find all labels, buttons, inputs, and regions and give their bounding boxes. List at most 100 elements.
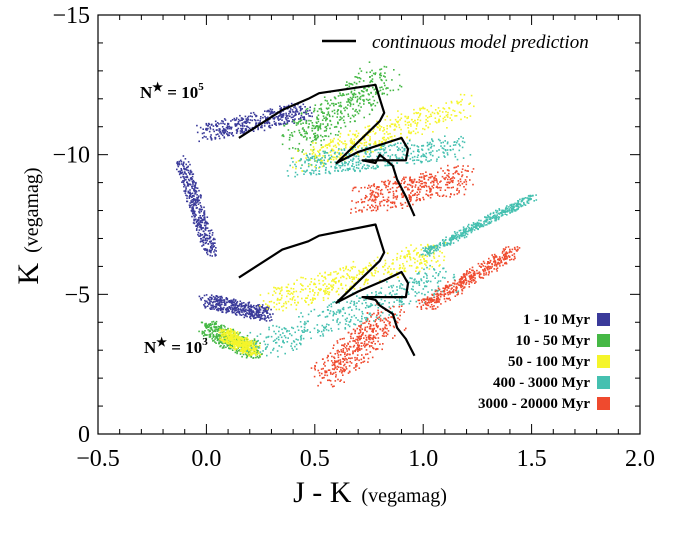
data-point — [351, 165, 353, 167]
data-point — [442, 107, 445, 109]
data-point — [393, 201, 396, 204]
data-point — [215, 328, 217, 331]
data-point — [190, 178, 192, 181]
data-point — [363, 144, 366, 147]
scatter-points-group — [176, 61, 538, 388]
data-point — [244, 314, 246, 316]
data-point — [259, 309, 262, 311]
data-point — [204, 333, 206, 336]
data-point — [413, 162, 416, 165]
data-point — [236, 345, 238, 347]
data-point — [458, 190, 460, 192]
data-point — [387, 145, 390, 148]
data-point — [380, 126, 383, 128]
data-point — [294, 107, 297, 109]
data-point — [506, 207, 509, 210]
data-point — [230, 304, 232, 307]
data-point — [349, 102, 352, 104]
data-point — [211, 329, 214, 331]
data-point — [416, 194, 418, 196]
data-point — [407, 131, 410, 134]
data-point — [214, 238, 216, 241]
data-point — [413, 194, 416, 196]
data-point — [217, 299, 220, 302]
data-point — [246, 338, 248, 341]
data-point — [238, 123, 241, 126]
data-point — [241, 125, 244, 127]
data-point — [254, 349, 256, 352]
data-point — [398, 280, 400, 282]
data-point — [336, 163, 339, 165]
data-point — [337, 170, 340, 172]
data-point — [354, 96, 357, 99]
data-point — [305, 170, 308, 172]
data-point — [469, 154, 472, 156]
data-point — [419, 180, 422, 182]
data-point — [212, 334, 215, 337]
data-point — [235, 119, 237, 121]
data-point — [456, 184, 459, 186]
data-point — [198, 330, 200, 333]
data-point — [449, 244, 452, 246]
data-point — [246, 312, 248, 314]
data-point — [320, 163, 322, 165]
data-point — [318, 159, 321, 161]
data-point — [496, 214, 498, 216]
data-point — [344, 323, 347, 325]
data-point — [369, 149, 372, 152]
data-point — [399, 202, 402, 205]
data-point — [276, 299, 279, 301]
data-point — [185, 194, 187, 197]
data-point — [390, 268, 392, 270]
data-point — [375, 209, 378, 212]
data-point — [291, 120, 294, 123]
data-point — [512, 205, 515, 207]
data-point — [389, 125, 392, 128]
data-point — [375, 293, 378, 296]
data-point — [455, 291, 458, 293]
data-point — [233, 346, 236, 349]
data-point — [402, 196, 405, 198]
data-point — [237, 346, 239, 348]
data-point — [377, 165, 379, 168]
data-point — [245, 338, 247, 341]
data-point — [213, 330, 216, 332]
data-point — [454, 156, 457, 158]
data-point — [282, 332, 284, 334]
data-point — [337, 122, 339, 125]
data-point — [478, 222, 480, 225]
data-point — [283, 125, 286, 127]
data-point — [347, 113, 349, 116]
data-point — [202, 331, 205, 333]
data-point — [183, 167, 185, 170]
data-point — [351, 114, 354, 117]
data-point — [272, 324, 274, 327]
data-point — [419, 191, 421, 193]
data-point — [391, 186, 394, 189]
data-point — [236, 347, 239, 350]
data-point — [187, 185, 190, 187]
data-point — [431, 111, 434, 114]
data-point — [371, 274, 374, 277]
data-point — [393, 301, 395, 303]
data-point — [206, 234, 208, 237]
data-point — [308, 115, 310, 117]
data-point — [427, 179, 430, 181]
data-point — [379, 74, 382, 77]
data-point — [329, 157, 331, 160]
data-point — [279, 292, 281, 295]
data-point — [454, 171, 456, 174]
data-point — [384, 259, 387, 262]
data-point — [285, 112, 287, 115]
data-point — [182, 173, 185, 175]
data-point — [306, 107, 309, 110]
data-point — [453, 276, 456, 278]
data-point — [409, 200, 412, 203]
data-point — [433, 249, 435, 252]
data-point — [401, 179, 403, 182]
data-point — [223, 118, 226, 120]
data-point — [353, 166, 355, 168]
data-point — [403, 149, 406, 152]
data-point — [350, 316, 353, 318]
data-point — [277, 336, 280, 338]
